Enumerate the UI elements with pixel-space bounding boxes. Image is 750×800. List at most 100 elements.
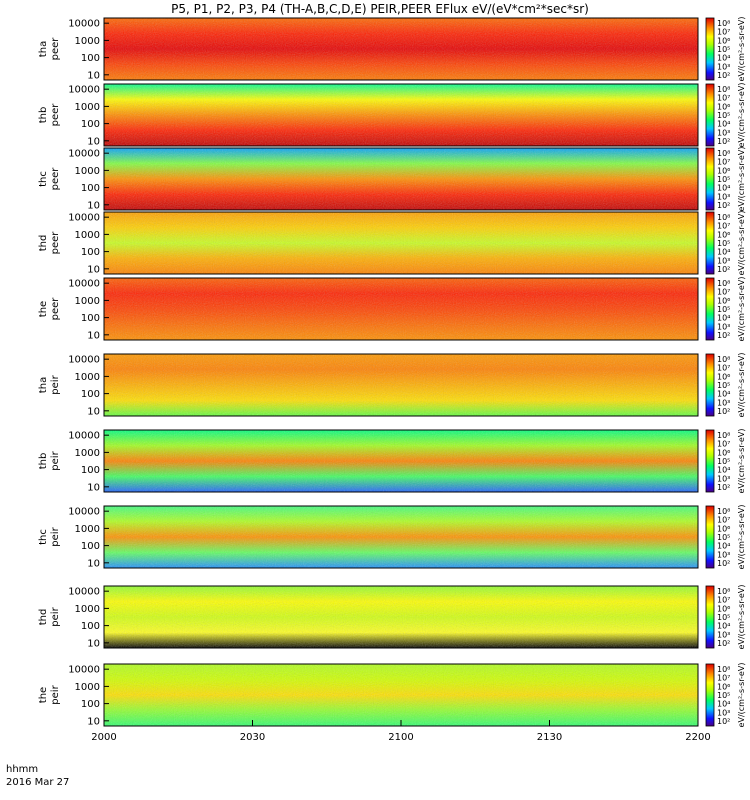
colorbar	[705, 17, 715, 81]
colorbar	[705, 277, 715, 341]
spectrogram-panel: 10000 1000 100 10 thd peir 10⁸10⁷10⁶10⁵10⁴10³1…	[38, 585, 746, 650]
colorbar-tick-label: 10⁴	[717, 700, 730, 709]
spectrogram-texture	[104, 506, 698, 568]
y-tick-label: 100	[81, 183, 100, 194]
colorbar-tick-label: 10⁴	[717, 622, 730, 631]
colorbar-tick-label: 10⁷	[717, 222, 730, 231]
panel-product-label: peer	[50, 231, 61, 255]
panel-probe-label: thb	[38, 453, 49, 470]
panel-product-label: peir	[50, 450, 61, 470]
colorbar-tick-label: 10⁴	[717, 184, 730, 193]
spectrogram-texture	[104, 84, 698, 146]
chart-title: P5, P1, P2, P3, P4 (TH-A,B,C,D,E) PEIR,P…	[171, 2, 589, 16]
colorbar-tick-label: 10⁶	[717, 604, 730, 613]
colorbar-tick-label: 10⁵	[717, 239, 730, 248]
spectrogram-texture	[104, 664, 698, 726]
spectrogram-texture	[104, 430, 698, 492]
panel-frame	[103, 277, 699, 341]
colorbar-tick-label: 10⁸	[717, 279, 730, 288]
colorbar-tick-label: 10⁶	[717, 524, 730, 533]
colorbar-tick-label: 10⁵	[717, 613, 730, 622]
panel-product-label: peir	[50, 374, 61, 394]
panel-product-label: peir	[50, 684, 61, 704]
colorbar-tick-label: 10²	[717, 71, 730, 80]
colorbar-tick-label: 10³	[717, 192, 730, 201]
panel-probe-label: tha	[38, 41, 49, 57]
colorbar-tick-label: 10²	[717, 407, 730, 416]
colorbar-label: eV/(cm²-s-sr-eV)	[737, 17, 746, 82]
colorbar-tick-label: 10⁵	[717, 457, 730, 466]
colorbar-tick-label: 10⁷	[717, 158, 730, 167]
x-tick-label: 2130	[537, 732, 562, 743]
colorbar-tick-label: 10⁶	[717, 296, 730, 305]
y-tick-label: 100	[81, 389, 100, 400]
colorbar-tick-label: 10⁷	[717, 440, 730, 449]
colorbar-label: eV/(cm²-s-sr-eV)	[737, 147, 746, 212]
colorbar-label: eV/(cm²-s-sr-eV)	[737, 83, 746, 148]
time-label: hhmm	[6, 764, 38, 775]
date-label: 2016 Mar 27	[6, 777, 69, 788]
colorbar	[705, 83, 715, 147]
colorbar	[705, 585, 715, 649]
colorbar-label: eV/(cm²-s-sr-eV)	[737, 211, 746, 276]
y-tick-label: 10000	[68, 213, 100, 224]
colorbar-tick-label: 10⁸	[717, 665, 730, 674]
y-tick-label: 10000	[68, 665, 100, 676]
x-tick-label: 2100	[388, 732, 413, 743]
colorbar-tick-label: 10³	[717, 474, 730, 483]
colorbar-tick-label: 10⁷	[717, 288, 730, 297]
panel-frame	[103, 83, 699, 147]
colorbar-tick-label: 10⁶	[717, 372, 730, 381]
y-tick-label: 10	[87, 136, 100, 147]
colorbar-tick-label: 10⁵	[717, 111, 730, 120]
colorbar-tick-label: 10⁸	[717, 85, 730, 94]
colorbar-tick-label: 10⁶	[717, 36, 730, 45]
colorbar-tick-label: 10⁶	[717, 166, 730, 175]
panel-product-label: peer	[50, 167, 61, 191]
colorbar-tick-label: 10⁶	[717, 230, 730, 239]
spectrogram-panel: 10000 1000 100 10 thd peer 10⁸10⁷10⁶10⁵10⁴10³1…	[38, 211, 746, 276]
spectrogram-panel: 10000 1000 100 10 tha peer 10⁸10⁷10⁶10⁵10⁴10³1…	[38, 17, 746, 82]
colorbar-tick-label: 10²	[717, 201, 730, 210]
colorbar-tick-label: 10⁴	[717, 54, 730, 63]
colorbar	[705, 505, 715, 569]
panel-frame	[103, 147, 699, 211]
y-tick-label: 1000	[75, 296, 100, 307]
x-tick-label: 2200	[685, 732, 710, 743]
panel-probe-label: the	[38, 301, 49, 317]
panel-probe-label: the	[38, 687, 49, 703]
y-tick-label: 10	[87, 406, 100, 417]
spectrogram-panel: 10000 1000 100 10 the peir 10⁸10⁷10⁶10⁵10⁴10³1…	[38, 663, 746, 728]
y-tick-label: 10	[87, 558, 100, 569]
colorbar-tick-label: 10³	[717, 322, 730, 331]
colorbar-tick-label: 10⁴	[717, 466, 730, 475]
y-tick-label: 1000	[75, 448, 100, 459]
spectrogram-panel: 10000 1000 100 10 thc peer 10⁸10⁷10⁶10⁵10⁴10³1…	[38, 147, 746, 212]
colorbar-tick-label: 10²	[717, 639, 730, 648]
colorbar	[705, 211, 715, 275]
spectrogram-texture	[104, 148, 698, 210]
colorbar-tick-label: 10⁸	[717, 507, 730, 516]
panel-probe-label: tha	[38, 377, 49, 393]
y-tick-label: 10	[87, 330, 100, 341]
y-tick-label: 100	[81, 119, 100, 130]
colorbar-tick-label: 10⁷	[717, 28, 730, 37]
panel-frame	[103, 429, 699, 493]
y-tick-label: 1000	[75, 682, 100, 693]
colorbar-tick-label: 10⁸	[717, 355, 730, 364]
colorbar-tick-label: 10³	[717, 708, 730, 717]
x-axis: 2000 2030 2100 2130 2200	[91, 720, 711, 743]
y-tick-label: 10	[87, 482, 100, 493]
spectrogram-panel: 10000 1000 100 10 thb peer 10⁸10⁷10⁶10⁵10⁴10³1…	[38, 83, 746, 148]
colorbar-tick-label: 10⁴	[717, 314, 730, 323]
colorbar-tick-label: 10³	[717, 550, 730, 559]
panel-probe-label: thd	[38, 609, 49, 626]
spectrogram-panel: 10000 1000 100 10 tha peir 10⁸10⁷10⁶10⁵10⁴10³1…	[38, 353, 746, 418]
y-tick-label: 1000	[75, 524, 100, 535]
spectrogram-texture	[104, 18, 698, 80]
colorbar	[705, 429, 715, 493]
colorbar-tick-label: 10⁸	[717, 213, 730, 222]
colorbar-tick-label: 10⁸	[717, 587, 730, 596]
y-tick-label: 10000	[68, 279, 100, 290]
y-tick-label: 1000	[75, 36, 100, 47]
